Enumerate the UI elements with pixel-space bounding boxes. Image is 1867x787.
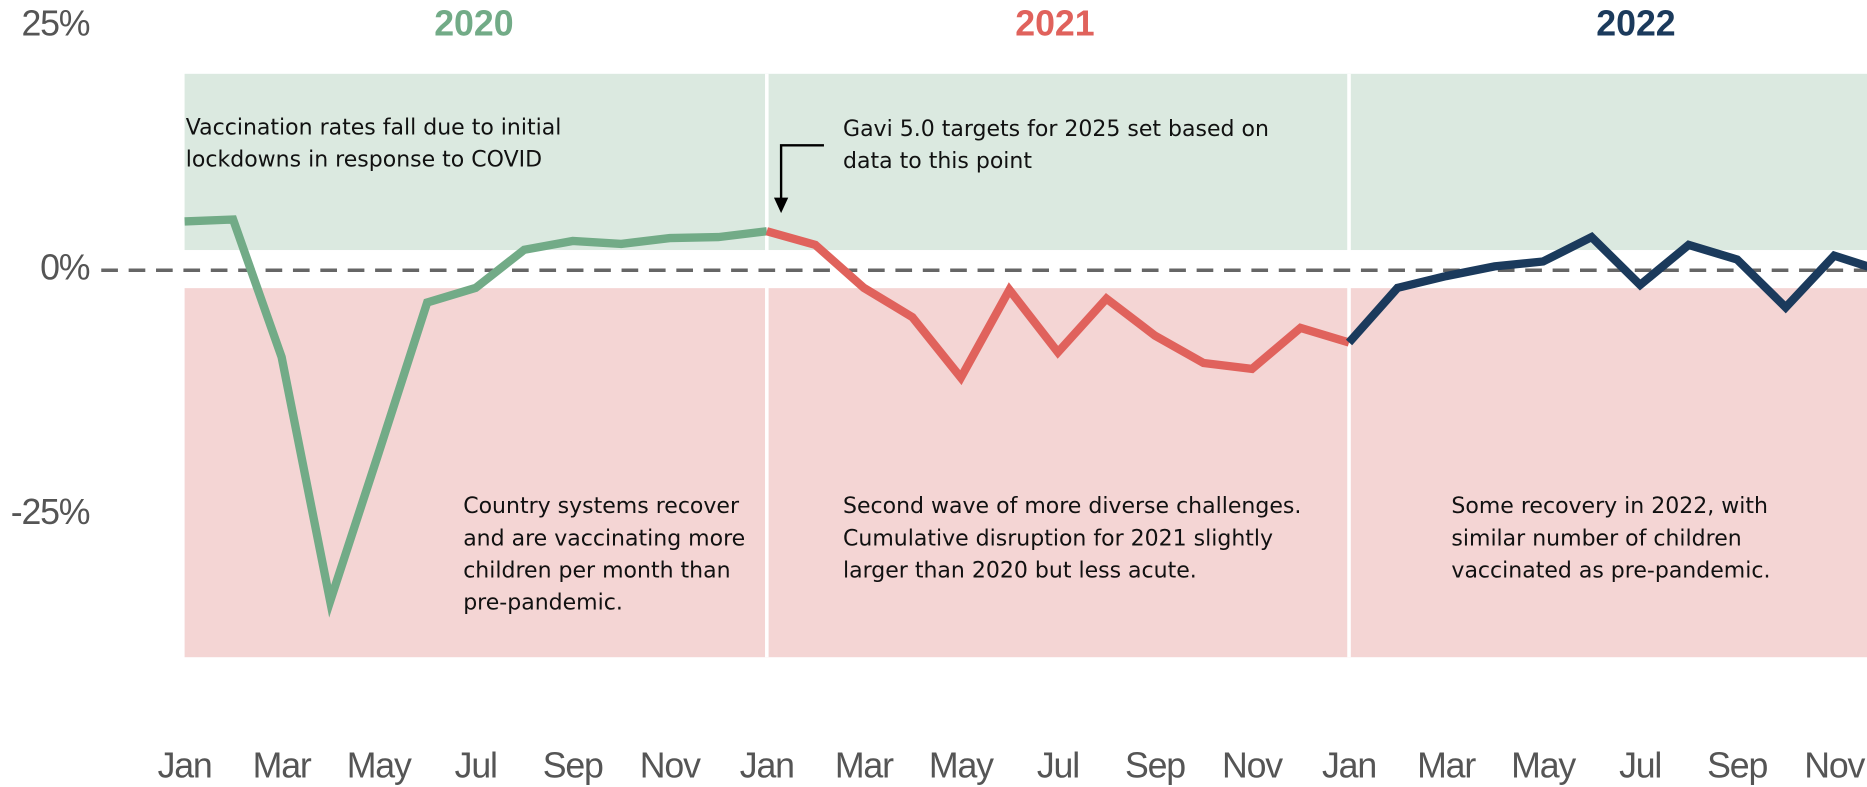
x-tick-label: Mar <box>1417 745 1476 785</box>
arrow-head <box>773 197 789 214</box>
year-label: 2021 <box>1015 4 1094 44</box>
x-tick-label: Jul <box>455 745 497 785</box>
annotation: Some recovery in 2022, with <box>1451 494 1768 519</box>
annotation: vaccinated as pre-pandemic. <box>1451 558 1770 583</box>
annotation: Gavi 5.0 targets for 2025 set based on <box>843 117 1269 142</box>
x-tick-label: Jul <box>1619 745 1661 785</box>
series-line <box>184 215 768 618</box>
annotation: larger than 2020 but less acute. <box>843 558 1197 583</box>
annotation: data to this point <box>843 149 1032 174</box>
x-tick-label: Sep <box>1707 745 1767 785</box>
x-tick-label: May <box>1511 745 1576 785</box>
labels: 25% 0% -25% Jan Mar May Jul Sep Nov Jan Mar May Jul S… <box>11 4 1867 786</box>
annotation: pre-pandemic. <box>463 591 623 616</box>
x-tick-label: Jul <box>1037 745 1079 785</box>
y-tick-label: -25% <box>11 492 90 532</box>
annotation: Second wave of more diverse challenges. <box>843 494 1301 519</box>
x-tick-label: Nov <box>1222 745 1283 785</box>
x-tick-label: Nov <box>1804 745 1865 785</box>
series-line <box>1345 232 1867 346</box>
y-tick-label: 25% <box>21 4 89 44</box>
x-tick-label: Jan <box>1322 745 1376 785</box>
annotation: Cumulative disruption for 2021 slightly <box>843 526 1273 551</box>
y-tick-label: 0% <box>40 248 90 288</box>
x-tick-label: Jan <box>158 745 212 785</box>
annotation: Vaccination rates fall due to initial <box>186 116 562 141</box>
x-tick-label: May <box>347 745 412 785</box>
x-tick-label: May <box>929 745 994 785</box>
x-tick-label: Sep <box>1125 745 1185 785</box>
year-label: 2020 <box>434 4 513 44</box>
annotation: children per month than <box>463 558 730 583</box>
year-label: 2022 <box>1596 4 1675 44</box>
arrow <box>773 144 824 214</box>
x-tick-label: Nov <box>640 745 701 785</box>
annotation: similar number of children <box>1451 526 1741 551</box>
positive-band <box>184 73 1867 251</box>
x-tick-label: Mar <box>253 745 312 785</box>
x-tick-label: Mar <box>835 745 894 785</box>
annotation: and are vaccinating more <box>463 526 745 551</box>
series-line <box>765 227 1351 386</box>
lines <box>184 215 1867 618</box>
arrow-line <box>779 144 824 201</box>
annotation: lockdowns in response to COVID <box>186 148 542 173</box>
x-tick-label: Jan <box>740 745 794 785</box>
annotation: Country systems recover <box>463 494 740 519</box>
negative-band <box>184 288 1867 658</box>
x-tick-label: Sep <box>543 745 603 785</box>
